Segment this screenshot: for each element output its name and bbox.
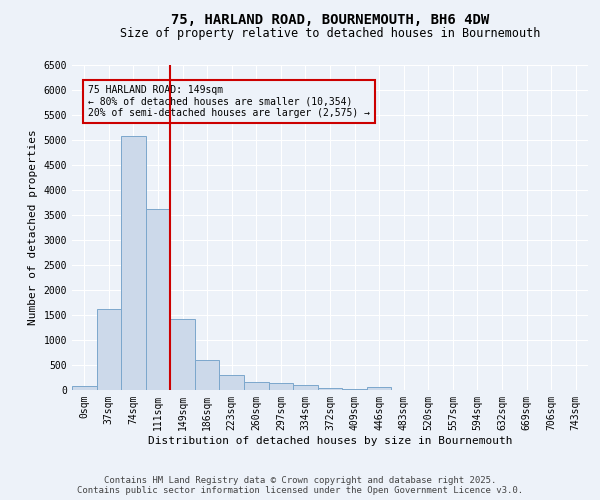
Bar (318, 388, 342, 390)
Bar (367, 387, 391, 390)
Text: Contains HM Land Registry data © Crown copyright and database right 2025.
Contai: Contains HM Land Registry data © Crown c… (77, 476, 523, 495)
Y-axis label: Number of detached properties: Number of detached properties (28, 130, 38, 326)
Bar (170, 319, 195, 390)
Bar (293, 385, 318, 390)
Bar (244, 382, 269, 390)
Text: Size of property relative to detached houses in Bournemouth: Size of property relative to detached ho… (120, 28, 540, 40)
Bar (269, 383, 293, 390)
Bar (220, 374, 244, 390)
Bar (195, 360, 220, 390)
Bar (72, 386, 97, 390)
Text: 75, HARLAND ROAD, BOURNEMOUTH, BH6 4DW: 75, HARLAND ROAD, BOURNEMOUTH, BH6 4DW (171, 12, 489, 26)
Bar (146, 209, 170, 390)
Bar (121, 136, 146, 390)
Bar (342, 389, 367, 390)
Bar (97, 309, 121, 390)
Text: 75 HARLAND ROAD: 149sqm
← 80% of detached houses are smaller (10,354)
20% of sem: 75 HARLAND ROAD: 149sqm ← 80% of detache… (88, 85, 370, 118)
X-axis label: Distribution of detached houses by size in Bournemouth: Distribution of detached houses by size … (148, 436, 512, 446)
